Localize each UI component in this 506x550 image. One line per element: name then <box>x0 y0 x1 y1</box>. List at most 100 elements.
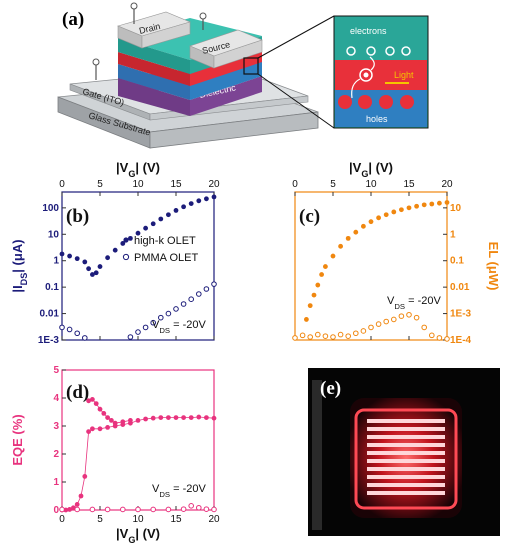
data-point <box>304 317 309 322</box>
data-point <box>311 292 317 298</box>
blue-layer-front <box>118 64 190 100</box>
data-point <box>97 264 103 269</box>
panel-letter: (c) <box>299 206 320 227</box>
legend-label: PMMA OLET <box>134 252 198 264</box>
data-point <box>376 215 381 221</box>
y-tick-label: 10 <box>48 229 60 240</box>
series-1 <box>59 281 217 341</box>
data-point <box>158 314 164 321</box>
data-point <box>292 335 298 341</box>
data-point <box>120 506 126 513</box>
y-tick-label: 0.1 <box>450 256 464 267</box>
data-point <box>437 200 442 206</box>
x-tick-label: 5 <box>97 514 103 525</box>
x-axis-label: |VG| (V) <box>116 526 160 545</box>
data-point <box>90 397 95 402</box>
x-tick-label: 20 <box>441 179 453 190</box>
data-point <box>315 331 321 338</box>
data-point <box>158 216 164 222</box>
data-point <box>74 256 80 262</box>
data-point <box>150 506 156 513</box>
panel-a: (a) Glass Substrate Gate (ITO) Dielectri… <box>57 2 429 149</box>
data-point <box>361 223 366 229</box>
data-point <box>211 506 217 513</box>
data-point <box>375 321 382 327</box>
data-point <box>135 506 141 513</box>
data-point <box>181 415 187 420</box>
data-point <box>204 196 209 202</box>
y-tick-label: 0.01 <box>450 282 470 293</box>
y-tick-label: 10 <box>450 203 462 214</box>
data-point <box>330 253 336 259</box>
panel-e: (e) <box>308 368 500 536</box>
data-point <box>120 419 126 425</box>
data-point <box>82 335 88 341</box>
series-2 <box>59 503 217 513</box>
data-point <box>368 324 374 331</box>
drain-probe-tip <box>130 2 138 10</box>
data-point <box>188 415 194 420</box>
device-frame <box>354 408 458 510</box>
y-tick-label: 0.1 <box>45 282 59 293</box>
panel-letter: (b) <box>66 206 89 227</box>
chart-d: 0 5 10 15 20 |VG| (V) 0 1 2 3 4 5 EQE (%) VDS = -20V (… <box>10 365 220 545</box>
data-point <box>86 398 91 404</box>
data-point <box>307 334 314 340</box>
data-point <box>436 335 443 341</box>
data-point <box>330 334 336 340</box>
inset-electrons-label: electrons <box>350 26 387 36</box>
series-1 <box>292 311 450 342</box>
inset: electrons Light holes <box>333 15 429 129</box>
data-point <box>105 415 110 420</box>
data-point <box>360 328 367 334</box>
data-point <box>319 272 324 277</box>
hole-arrow <box>351 78 361 99</box>
exciton-core <box>363 72 369 78</box>
data-point <box>429 201 435 207</box>
data-point <box>135 230 141 236</box>
data-point <box>86 266 91 272</box>
data-point <box>211 281 217 287</box>
data-point <box>150 415 156 421</box>
hole <box>379 95 393 109</box>
data-point <box>414 203 419 209</box>
data-point <box>105 255 110 261</box>
data-point <box>188 201 194 206</box>
emitting-stripe <box>367 435 445 439</box>
data-point <box>173 415 179 420</box>
emitting-stripe <box>367 483 445 487</box>
zoom-box <box>243 57 259 75</box>
data-point <box>127 418 133 423</box>
data-point <box>196 291 202 297</box>
emitting-stripe <box>367 419 445 423</box>
data-point <box>444 336 450 342</box>
emitting-stripe <box>367 475 445 479</box>
electron <box>401 46 411 56</box>
emitting-stripe <box>367 459 445 463</box>
y-tick-label: 0 <box>53 505 59 516</box>
data-point <box>90 426 95 432</box>
series-1 <box>86 397 133 426</box>
y-tick-label: 0.01 <box>40 309 60 320</box>
data-point <box>127 235 133 241</box>
x-tick-label: 15 <box>170 514 182 525</box>
x-axis-label: |VG| (V) <box>116 160 160 179</box>
data-point <box>112 247 118 253</box>
data-point <box>398 313 405 319</box>
inset-red-layer <box>335 60 427 90</box>
device-glow <box>350 398 462 518</box>
source-electrode-side <box>213 39 263 69</box>
vds-annotation: VDS = -20V <box>387 295 441 311</box>
data-point <box>307 303 313 309</box>
electron-arrow <box>369 56 375 71</box>
data-point <box>74 330 80 337</box>
x-axis-label: |VG| (V) <box>349 160 393 179</box>
teal-layer-front <box>118 38 190 74</box>
data-point <box>413 314 420 321</box>
emitting-stripe <box>367 427 445 431</box>
x-tick-label: 20 <box>208 514 220 525</box>
data-point <box>109 418 114 423</box>
series-0 <box>59 414 217 513</box>
data-point <box>211 194 217 200</box>
